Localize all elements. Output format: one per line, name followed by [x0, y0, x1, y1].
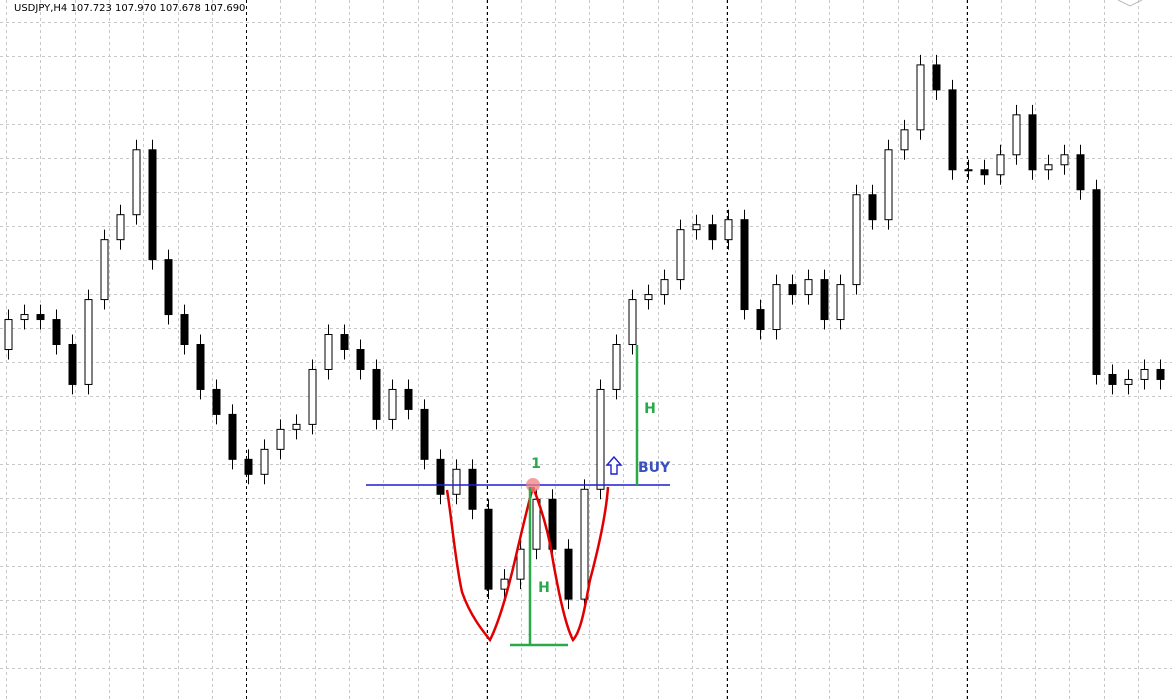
- candle-body: [196, 344, 205, 390]
- left-bottom-curve: [445, 486, 535, 643]
- pattern: 1 H H BUY: [366, 345, 671, 647]
- candle-body: [36, 314, 45, 321]
- candle-body: [964, 169, 973, 172]
- candle-body: [372, 368, 381, 420]
- candle-body: [676, 229, 685, 281]
- candle-body: [628, 299, 637, 346]
- candle-body: [1076, 154, 1085, 191]
- candle-body: [708, 224, 717, 241]
- candle-body: [804, 279, 813, 296]
- candle-body: [68, 344, 77, 385]
- candle-body: [724, 219, 733, 241]
- candle-body: [820, 279, 829, 321]
- candles: [4, 54, 1165, 610]
- candle-body: [932, 64, 941, 91]
- candle-body: [580, 488, 589, 600]
- candle-body: [324, 334, 333, 370]
- candle-body: [244, 458, 253, 475]
- candle-body: [516, 548, 525, 580]
- candle-body: [308, 368, 317, 425]
- up-arrow: [605, 455, 623, 475]
- height-label: H: [644, 401, 656, 417]
- candle-body: [292, 423, 301, 430]
- candle-body: [452, 468, 461, 495]
- candle-body: [388, 388, 397, 420]
- candle-body: [1124, 378, 1133, 385]
- candle-body: [1012, 114, 1021, 156]
- candle-body: [548, 498, 557, 550]
- candle-body: [404, 388, 413, 410]
- candle-body: [100, 239, 109, 301]
- candle-body: [836, 284, 845, 321]
- candle-body: [228, 413, 237, 460]
- candle-body: [564, 548, 573, 600]
- candle-body: [1108, 373, 1117, 385]
- candle-body: [468, 468, 477, 510]
- candle-body: [436, 458, 445, 495]
- candle-body: [116, 214, 125, 241]
- candle-body: [276, 428, 285, 450]
- candle-body: [1028, 114, 1037, 171]
- candle-body: [772, 284, 781, 331]
- candle-body: [852, 194, 861, 286]
- candle-body: [4, 319, 13, 350]
- candle-body: [20, 314, 29, 321]
- candle-body: [1060, 154, 1069, 166]
- candle-body: [180, 314, 189, 346]
- candle-body: [788, 284, 797, 296]
- candle-body: [212, 388, 221, 415]
- candle-body: [980, 169, 989, 176]
- signal-label: BUY: [638, 460, 671, 476]
- candle-body: [900, 129, 909, 151]
- candle-body: [52, 319, 61, 346]
- candle-body: [356, 349, 365, 370]
- candle-body: [756, 309, 765, 331]
- candle-body: [884, 149, 893, 221]
- candle-body: [948, 89, 957, 171]
- candle-body: [1140, 368, 1149, 380]
- candle-body: [596, 388, 605, 490]
- candle-body: [868, 194, 877, 221]
- candle-body: [660, 279, 669, 296]
- candle-body: [132, 149, 141, 216]
- height-label: H: [538, 580, 550, 596]
- chart-title: USDJPY,H4 107.723 107.970 107.678 107.69…: [14, 3, 245, 14]
- candle-body: [340, 334, 349, 350]
- candle-body: [1044, 164, 1053, 171]
- candle-body: [612, 344, 621, 390]
- candle-body: [84, 299, 93, 385]
- corner-mark: [1117, 0, 1143, 7]
- right-bottom-curve: [531, 486, 610, 643]
- candle-body: [916, 64, 925, 131]
- candle-body: [484, 508, 493, 590]
- candle-body: [692, 224, 701, 231]
- candle-body: [420, 408, 429, 460]
- candle-body: [1156, 368, 1165, 380]
- candle-body: [1092, 189, 1101, 375]
- peak-label: 1: [531, 456, 541, 472]
- candle-body: [148, 149, 157, 261]
- candle-body: [260, 448, 269, 475]
- candle-body: [644, 294, 653, 301]
- peak-marker: [526, 478, 540, 492]
- candle-body: [996, 154, 1005, 176]
- candle-body: [740, 219, 749, 311]
- candle-body: [164, 259, 173, 316]
